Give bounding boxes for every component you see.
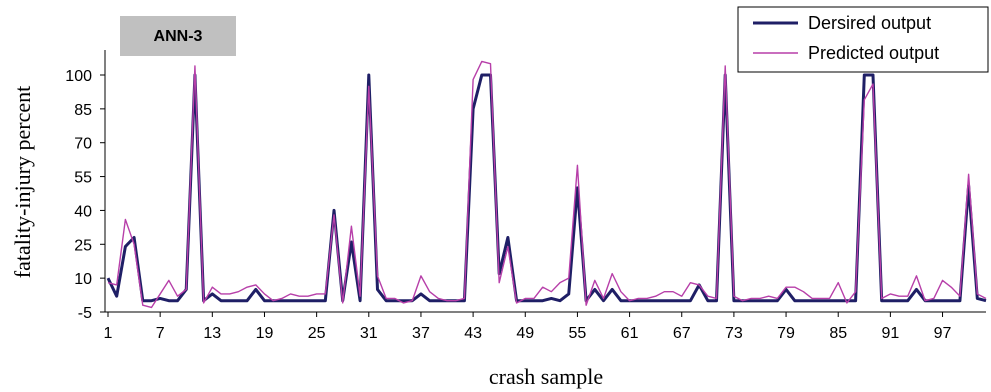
x-tick-label: 7 xyxy=(156,325,165,342)
model-badge-label: ANN-3 xyxy=(154,28,203,45)
legend: Dersired output Predicted output xyxy=(737,6,989,73)
x-tick-label: 1 xyxy=(104,325,113,342)
legend-label-predicted: Predicted output xyxy=(808,43,939,63)
x-tick-label: 79 xyxy=(777,325,795,342)
legend-box xyxy=(737,6,989,73)
x-tick-label: 25 xyxy=(308,325,326,342)
x-tick-label: 61 xyxy=(621,325,639,342)
plot-area: -5 10 25 40 55 70 85 100 1 7 13 19 25 31 37 43 49 55 61 67… xyxy=(65,50,987,342)
series-layer xyxy=(106,60,987,309)
x-axis-title: crash sample xyxy=(489,364,603,389)
x-tick-label: 85 xyxy=(829,325,847,342)
x-ticks: 1 7 13 19 25 31 37 43 49 55 61 67 73 79 85 91 97 xyxy=(104,312,952,342)
y-tick-label: 10 xyxy=(74,271,92,288)
model-badge: ANN-3 xyxy=(120,16,236,56)
y-tick-label: 70 xyxy=(74,136,92,153)
x-tick-label: 43 xyxy=(464,325,482,342)
y-tick-label: 85 xyxy=(74,102,92,119)
x-tick-label: 49 xyxy=(516,325,534,342)
x-tick-label: 97 xyxy=(934,325,952,342)
x-tick-label: 31 xyxy=(360,325,378,342)
y-ticks: -5 10 25 40 55 70 85 100 xyxy=(65,68,105,322)
series-line-predicted xyxy=(107,60,987,309)
x-tick-label: 67 xyxy=(673,325,691,342)
x-tick-label: 13 xyxy=(203,325,221,342)
x-tick-label: 91 xyxy=(881,325,899,342)
y-tick-label: 55 xyxy=(74,170,92,187)
y-tick-label: 25 xyxy=(74,237,92,254)
y-tick-label: 40 xyxy=(74,203,92,220)
y-tick-label: 100 xyxy=(65,68,92,85)
model-badge-box xyxy=(120,16,236,56)
series-line-desired xyxy=(106,73,987,303)
x-tick-label: 55 xyxy=(569,325,587,342)
x-tick-label: 19 xyxy=(256,325,274,342)
x-tick-label: 37 xyxy=(412,325,430,342)
y-axis-title: fatality-injury percent xyxy=(10,86,35,278)
y-tick-label: -5 xyxy=(78,305,92,322)
legend-label-desired: Dersired output xyxy=(808,13,931,33)
x-tick-label: 73 xyxy=(725,325,743,342)
